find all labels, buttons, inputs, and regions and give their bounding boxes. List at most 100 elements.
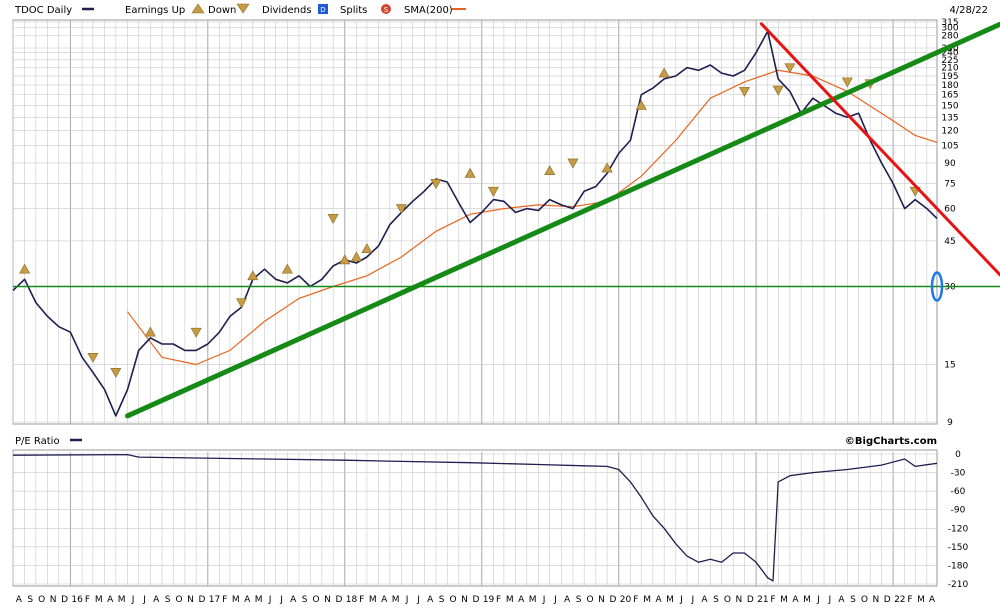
x-tick-label: D [198, 595, 205, 605]
earnings-up-marker [247, 270, 259, 281]
earnings-up-marker [350, 251, 362, 262]
x-tick-label: J [816, 595, 820, 605]
x-tick-label: N [598, 595, 605, 605]
pe-y-tick-label: -60 [951, 487, 966, 497]
red-trendline [759, 22, 1000, 277]
x-tick-label: J [131, 595, 135, 605]
x-tick-label: N [872, 595, 879, 605]
x-tick-label: A [290, 595, 297, 605]
price-y-tick-label: 105 [941, 142, 958, 152]
x-tick-label: J [828, 595, 832, 605]
pe-ratio-line [12, 453, 938, 582]
x-tick-label: 17 [209, 595, 220, 605]
x-tick-label: 22 [894, 595, 905, 605]
earnings-markers [19, 63, 921, 378]
x-tick-label: A [701, 595, 708, 605]
x-tick-label: D [61, 595, 68, 605]
x-tick-label: A [427, 595, 434, 605]
x-tick-label: A [107, 595, 114, 605]
x-tick-label: 18 [346, 595, 358, 605]
pe-y-tick-label: -120 [948, 524, 969, 534]
x-tick-label: M [255, 595, 263, 605]
x-tick-label: O [861, 595, 868, 605]
price-y-tick-label: 315 [941, 18, 958, 28]
x-tick-label: O [449, 595, 456, 605]
earnings-down-marker [772, 85, 784, 96]
x-tick-label: D [747, 595, 754, 605]
x-tick-label: N [324, 595, 331, 605]
price-y-tick-label: 280 [941, 31, 958, 41]
ticker-label: TDOC Daily [14, 5, 72, 16]
x-tick-label: D [335, 595, 342, 605]
x-tick-label: M [643, 595, 651, 605]
x-tick-label: A [655, 595, 662, 605]
price-y-tick-label: 150 [941, 101, 958, 111]
x-tick-label: S [850, 595, 856, 605]
sma-label: SMA(200) [404, 5, 453, 16]
x-tick-label: M [232, 595, 240, 605]
price-y-tick-label: 9 [947, 418, 953, 428]
x-tick-label: 16 [71, 595, 83, 605]
pe-y-tick-label: -90 [951, 506, 966, 516]
earnings-up-marker [658, 67, 670, 78]
earnings-up-marker [361, 243, 373, 253]
split-badge-icon [381, 4, 391, 14]
price-y-axis: 3153002802502402252101951801651501351201… [941, 18, 958, 428]
earnings-up-marker [601, 162, 613, 173]
price-y-tick-label: 120 [941, 127, 958, 137]
x-tick-label: O [176, 595, 183, 605]
x-tick-label: M [917, 595, 925, 605]
x-tick-label: J [416, 595, 420, 605]
x-tick-label: S [27, 595, 33, 605]
earnings-down-marker [784, 63, 796, 74]
price-line [12, 30, 938, 417]
price-y-tick-label: 60 [944, 205, 956, 215]
pe-y-tick-label: -180 [948, 561, 969, 571]
dividends-label: Dividends [262, 5, 312, 16]
x-tick-label: J [268, 595, 272, 605]
x-tick-label: A [153, 595, 160, 605]
price-panel: 3153002802502402252101951801651501351201… [12, 18, 1000, 428]
earnings-down-icon [236, 3, 250, 14]
earnings-down-marker [738, 87, 750, 98]
x-tick-label: D [884, 595, 891, 605]
x-tick-label: A [792, 595, 799, 605]
earnings-down-marker [236, 298, 248, 309]
x-tick-label: 21 [757, 595, 768, 605]
price-y-tick-label: 180 [941, 81, 958, 91]
chart-date: 4/28/22 [949, 5, 988, 16]
earnings-down-marker [841, 77, 853, 88]
earnings-up-label: Earnings Up [125, 5, 185, 16]
x-tick-label: S [713, 595, 719, 605]
x-tick-label: M [529, 595, 537, 605]
x-tick-label: M [392, 595, 400, 605]
earnings-down-label: Down [208, 5, 236, 16]
x-tick-label: A [381, 595, 388, 605]
price-y-tick-label: 300 [941, 23, 958, 33]
x-tick-label: F [85, 595, 90, 605]
x-tick-label: M [118, 595, 126, 605]
x-tick-label: 19 [483, 595, 495, 605]
x-tick-label: S [576, 595, 582, 605]
price-y-tick-label: 45 [944, 237, 955, 247]
x-tick-label: F [770, 595, 775, 605]
x-tick-label: J [691, 595, 695, 605]
x-tick-label: A [16, 595, 23, 605]
earnings-down-marker [87, 352, 99, 363]
x-tick-label: J [553, 595, 557, 605]
pe-header: P/E Ratio ©BigCharts.com [15, 436, 937, 447]
x-tick-label: A [838, 595, 845, 605]
x-tick-label: M [780, 595, 788, 605]
green-trendline [124, 21, 1000, 419]
x-tick-label: J [405, 595, 409, 605]
x-tick-label: S [439, 595, 445, 605]
price-y-tick-label: 15 [944, 361, 955, 371]
x-tick-label: F [496, 595, 501, 605]
price-y-tick-label: 75 [944, 179, 955, 189]
earnings-down-marker [487, 186, 499, 197]
x-tick-label: F [359, 595, 364, 605]
x-tick-label: N [461, 595, 468, 605]
earnings-up-marker [544, 165, 556, 176]
price-y-tick-label: 240 [941, 49, 958, 59]
